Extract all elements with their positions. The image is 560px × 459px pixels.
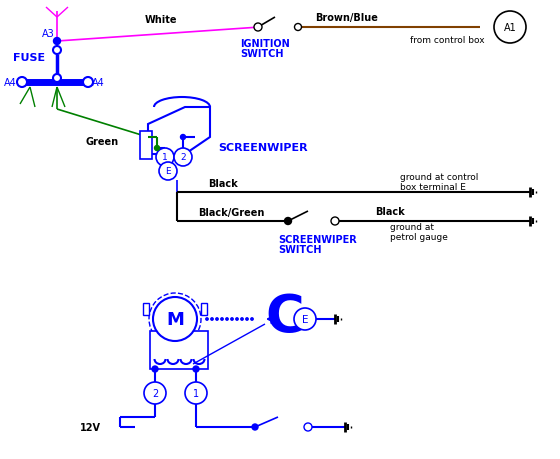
Text: Green: Green — [85, 137, 118, 147]
Text: A1: A1 — [503, 23, 516, 33]
Text: Black/Green: Black/Green — [198, 207, 264, 218]
Text: SWITCH: SWITCH — [278, 245, 321, 254]
Text: IGNITION: IGNITION — [240, 39, 290, 49]
Circle shape — [252, 424, 258, 430]
Text: from control box: from control box — [410, 35, 484, 45]
Circle shape — [211, 318, 213, 320]
Circle shape — [246, 318, 248, 320]
Text: 1: 1 — [162, 153, 168, 162]
Circle shape — [331, 218, 339, 225]
Circle shape — [241, 318, 243, 320]
Circle shape — [180, 135, 185, 140]
Circle shape — [295, 24, 301, 31]
Bar — [143, 303, 149, 315]
Text: SCREENWIPER: SCREENWIPER — [218, 143, 307, 153]
Text: 1: 1 — [193, 388, 199, 398]
Circle shape — [153, 297, 197, 341]
Text: ground at: ground at — [390, 223, 434, 232]
Circle shape — [83, 78, 93, 88]
Circle shape — [185, 382, 207, 404]
Circle shape — [221, 318, 223, 320]
Bar — [140, 132, 152, 160]
Text: Black: Black — [208, 179, 238, 189]
Text: Black: Black — [375, 207, 405, 217]
Circle shape — [236, 318, 238, 320]
Circle shape — [53, 47, 61, 55]
Text: SWITCH: SWITCH — [240, 49, 283, 59]
Text: ground at control: ground at control — [400, 173, 478, 182]
Circle shape — [17, 78, 27, 88]
Circle shape — [193, 366, 199, 372]
Circle shape — [494, 12, 526, 44]
Text: E: E — [302, 314, 308, 325]
Bar — [201, 303, 207, 315]
Text: box terminal E: box terminal E — [400, 183, 466, 192]
Circle shape — [216, 318, 218, 320]
Text: 2: 2 — [152, 388, 158, 398]
Circle shape — [226, 318, 228, 320]
Circle shape — [231, 318, 233, 320]
Text: petrol gauge: petrol gauge — [390, 233, 448, 242]
Circle shape — [174, 149, 192, 167]
Text: +: + — [268, 315, 280, 329]
Circle shape — [53, 75, 61, 83]
Text: White: White — [145, 15, 178, 25]
Text: A4: A4 — [4, 78, 17, 88]
Text: M: M — [166, 310, 184, 328]
Text: C: C — [265, 291, 304, 343]
Text: SCREENWIPER: SCREENWIPER — [278, 235, 357, 245]
Text: A4: A4 — [92, 78, 105, 88]
Text: 2: 2 — [180, 153, 186, 162]
Circle shape — [159, 162, 177, 180]
Bar — [150, 331, 208, 369]
Circle shape — [54, 39, 60, 45]
Circle shape — [304, 423, 312, 431]
Circle shape — [206, 318, 208, 320]
Circle shape — [155, 146, 160, 151]
Text: FUSE: FUSE — [13, 53, 45, 63]
Polygon shape — [148, 108, 210, 155]
Circle shape — [294, 308, 316, 330]
Text: E: E — [165, 167, 171, 176]
Circle shape — [254, 24, 262, 32]
Text: 12V: 12V — [80, 422, 101, 432]
Circle shape — [251, 318, 253, 320]
Circle shape — [156, 149, 174, 167]
Circle shape — [152, 366, 158, 372]
Circle shape — [284, 218, 292, 225]
Circle shape — [144, 382, 166, 404]
Text: A3: A3 — [42, 29, 55, 39]
Text: Brown/Blue: Brown/Blue — [315, 13, 378, 23]
